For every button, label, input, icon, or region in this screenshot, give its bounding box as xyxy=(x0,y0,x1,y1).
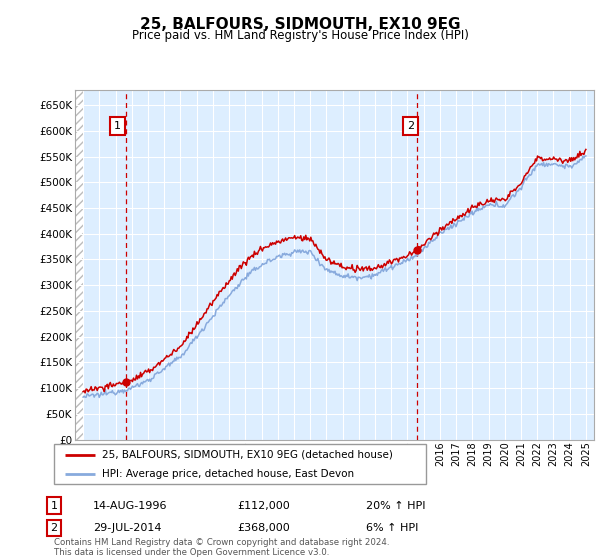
Text: 25, BALFOURS, SIDMOUTH, EX10 9EG (detached house): 25, BALFOURS, SIDMOUTH, EX10 9EG (detach… xyxy=(103,450,393,460)
FancyBboxPatch shape xyxy=(54,444,426,484)
Polygon shape xyxy=(75,90,83,440)
Text: £368,000: £368,000 xyxy=(237,523,290,533)
Text: £112,000: £112,000 xyxy=(237,501,290,511)
Text: 14-AUG-1996: 14-AUG-1996 xyxy=(93,501,167,511)
Text: 2: 2 xyxy=(50,523,58,533)
Text: 20% ↑ HPI: 20% ↑ HPI xyxy=(366,501,425,511)
Text: Contains HM Land Registry data © Crown copyright and database right 2024.
This d: Contains HM Land Registry data © Crown c… xyxy=(54,538,389,557)
Text: 1: 1 xyxy=(50,501,58,511)
Text: 25, BALFOURS, SIDMOUTH, EX10 9EG: 25, BALFOURS, SIDMOUTH, EX10 9EG xyxy=(140,17,460,32)
Text: 2: 2 xyxy=(407,120,414,130)
Text: 29-JUL-2014: 29-JUL-2014 xyxy=(93,523,161,533)
Text: 6% ↑ HPI: 6% ↑ HPI xyxy=(366,523,418,533)
Text: 1: 1 xyxy=(114,120,121,130)
Text: Price paid vs. HM Land Registry's House Price Index (HPI): Price paid vs. HM Land Registry's House … xyxy=(131,29,469,42)
Text: HPI: Average price, detached house, East Devon: HPI: Average price, detached house, East… xyxy=(103,469,355,478)
